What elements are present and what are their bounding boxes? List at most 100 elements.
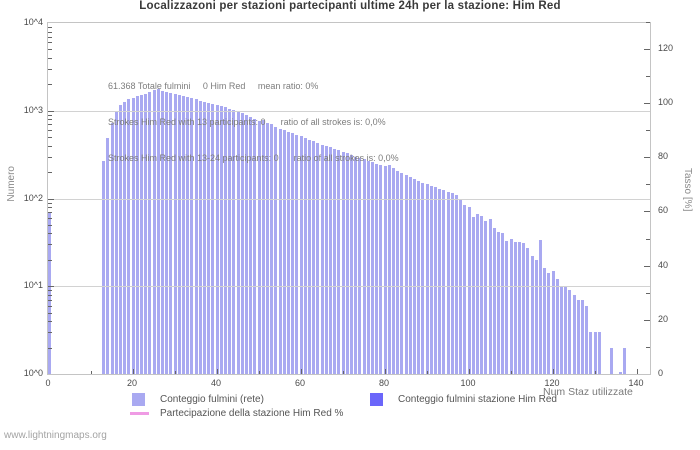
y-right-tick-label: 20 <box>658 313 669 324</box>
histogram-bar <box>48 212 51 374</box>
histogram-bar <box>391 168 395 374</box>
y-axis-title-right: Tasso [%] <box>682 168 693 212</box>
axis-tick <box>646 346 650 348</box>
axis-tick <box>217 369 218 374</box>
histogram-bar <box>337 150 341 374</box>
histogram-bar <box>307 139 311 374</box>
y-right-tick-label: 60 <box>658 205 669 216</box>
plot-area: 61.368 Totale fulmini 0 Him Red mean rat… <box>47 21 651 375</box>
histogram-bar <box>274 127 278 374</box>
axis-tick <box>343 371 344 374</box>
histogram-bar <box>299 136 303 374</box>
axis-tick <box>646 238 650 240</box>
histogram-bar <box>589 332 593 374</box>
axis-tick <box>646 130 650 132</box>
y-left-tick-label: 10^0 <box>23 368 43 378</box>
histogram-bar <box>593 332 597 374</box>
axis-tick <box>48 299 52 301</box>
axis-tick <box>48 68 52 70</box>
axis-tick <box>48 49 52 51</box>
histogram-bar <box>496 231 500 374</box>
axis-tick <box>48 224 52 226</box>
histogram-bar <box>349 154 353 374</box>
histogram-bar <box>358 157 362 374</box>
histogram-bar <box>198 100 202 374</box>
axis-tick <box>48 212 52 214</box>
histogram-bar <box>123 101 127 374</box>
histogram-bar <box>328 146 332 374</box>
legend-swatch-participation-line <box>130 412 149 415</box>
axis-tick <box>48 202 52 204</box>
histogram-bar <box>144 93 148 374</box>
histogram-bar <box>139 94 143 374</box>
histogram-bar <box>564 286 568 374</box>
x-tick-label: 0 <box>45 378 51 388</box>
histogram-bar <box>181 96 185 374</box>
histogram-bar <box>316 142 320 374</box>
legend-label-station: Conteggio fulmini stazione Him Red <box>398 394 557 405</box>
axis-tick <box>48 57 52 59</box>
histogram-bar <box>106 137 110 374</box>
histogram-bar <box>303 137 307 374</box>
histogram-bar <box>148 91 152 374</box>
axis-tick <box>48 347 52 349</box>
histogram-bar <box>207 102 211 374</box>
x-tick-label: 80 <box>378 378 389 388</box>
histogram-bar <box>232 110 236 374</box>
histogram-bar <box>118 104 122 374</box>
axis-tick <box>48 198 54 200</box>
histogram-bar <box>366 160 370 374</box>
axis-tick <box>48 305 52 307</box>
histogram-bar <box>253 119 257 374</box>
histogram-bar <box>387 165 391 374</box>
gridline <box>48 198 650 200</box>
axis-tick <box>301 369 302 374</box>
legend-swatch-network <box>132 393 145 406</box>
histogram-bar <box>375 163 379 374</box>
histogram-bar <box>534 259 538 374</box>
x-tick-label: 100 <box>460 378 476 388</box>
axis-tick <box>48 31 52 33</box>
histogram-bar <box>484 220 488 374</box>
axis-tick <box>469 369 470 374</box>
histogram-bar <box>471 216 475 374</box>
axis-tick <box>48 110 54 112</box>
histogram-bar <box>463 204 467 374</box>
axis-tick <box>48 36 52 38</box>
histogram-bar <box>429 185 433 374</box>
legend-swatch-station <box>370 393 383 406</box>
histogram-bar <box>215 104 219 374</box>
histogram-bar <box>362 159 366 374</box>
axis-tick <box>48 294 52 296</box>
histogram-bar <box>324 145 328 374</box>
histogram-bar <box>265 123 269 374</box>
axis-tick <box>644 103 650 104</box>
histogram-bar <box>538 239 542 374</box>
histogram-bar <box>412 179 416 374</box>
histogram-bar <box>568 290 572 374</box>
axis-tick <box>48 233 52 235</box>
histogram-bar <box>475 214 479 374</box>
histogram-bar <box>320 144 324 374</box>
histogram-bar <box>555 279 559 374</box>
axis-tick <box>48 156 52 158</box>
axis-tick <box>91 371 92 374</box>
histogram-bar <box>370 162 374 374</box>
y-left-tick-label: 10^4 <box>23 17 43 27</box>
histogram-bar <box>551 270 555 374</box>
histogram-bar <box>379 165 383 374</box>
chart-title: Localizzazoni per stazioni partecipanti … <box>139 0 561 12</box>
histogram-bar <box>223 107 227 374</box>
histogram-bar <box>261 120 265 374</box>
axis-tick <box>646 21 650 23</box>
histogram-bar <box>501 233 505 374</box>
axis-tick <box>644 265 650 267</box>
histogram-bar <box>547 273 551 374</box>
histogram-bar <box>572 294 576 374</box>
x-tick-label: 120 <box>544 378 560 388</box>
histogram-bar <box>438 188 442 374</box>
histogram-bar <box>219 106 223 374</box>
histogram-bar <box>102 160 106 374</box>
histogram-bar <box>156 88 160 374</box>
axis-tick <box>48 130 52 132</box>
